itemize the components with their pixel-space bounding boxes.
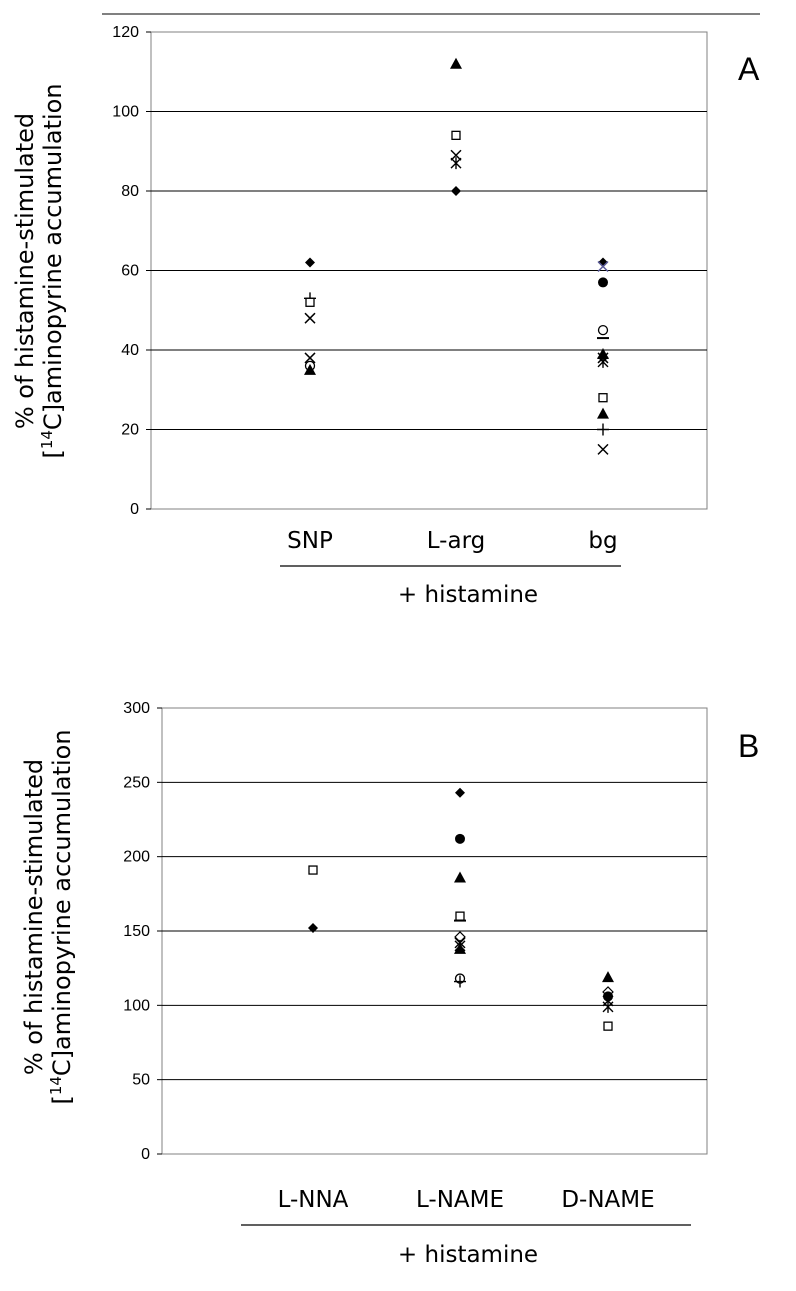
chart-a-y-tick-label: 60	[121, 263, 139, 280]
chart-b-category-label: L-NNA	[278, 1187, 349, 1213]
chart-a-y-tick-label: 80	[121, 183, 139, 200]
chart-b-points	[308, 787, 614, 1031]
chart-a-data-point	[598, 393, 608, 403]
chart-b-categories: L-NNA L-NAME D-NAME	[278, 1187, 655, 1213]
chart-a-points	[304, 57, 609, 455]
chart-a-category-label: SNP	[287, 528, 333, 554]
chart-a-data-point	[304, 312, 316, 324]
chart-a-data-point	[450, 157, 462, 170]
chart-a-panel-label: A	[738, 51, 760, 87]
chart-b-y-tick-label: 200	[123, 849, 150, 866]
chart-a-y-label-sup: 14	[38, 430, 56, 449]
chart-a-data-point	[451, 130, 461, 141]
chart-b-data-point	[454, 975, 466, 988]
chart-b-category-label: D-NAME	[561, 1187, 654, 1213]
chart-a-data-point	[597, 347, 609, 359]
chart-b-y-ticks: 0 50 100 150 200 250 300	[123, 700, 162, 1163]
chart-a-data-point	[597, 324, 609, 336]
chart-a-category-label: bg	[588, 528, 617, 554]
chart-a-data-point	[597, 407, 609, 419]
chart-a-y-tick-label: 20	[121, 422, 139, 439]
chart-b-data-point	[602, 1000, 614, 1013]
chart-b-data-point	[455, 911, 465, 921]
chart-b-data-point	[454, 942, 466, 954]
chart-a-data-point	[304, 352, 316, 364]
chart-b-data-point	[454, 871, 466, 883]
chart-a-gridlines	[151, 111, 707, 430]
chart-b-data-point	[455, 833, 465, 844]
chart-b-data-point	[603, 1021, 613, 1031]
chart-a-data-point	[305, 257, 315, 268]
chart-a-data-point	[597, 355, 609, 368]
chart-a-y-tick-label: 120	[112, 24, 139, 41]
chart-b-data-point	[602, 971, 614, 983]
chart-a-category-label: L-arg	[427, 528, 485, 554]
chart-b-y-label-line2: [14C]aminopyrine accumulation	[47, 729, 76, 1104]
chart-b-y-tick-label: 100	[123, 997, 150, 1014]
chart-a-y-label-line2: [14C]aminopyrine accumulation	[38, 83, 67, 458]
chart-a-data-point	[450, 57, 462, 69]
chart-b-category-label: L-NAME	[416, 1187, 504, 1213]
chart-a-y-tick-label: 0	[130, 501, 139, 518]
chart-b-group-label: + histamine	[398, 1242, 538, 1268]
chart-b-y-tick-label: 50	[132, 1072, 150, 1089]
chart-a-data-point	[304, 363, 316, 375]
chart-b-y-label-sup: 14	[47, 1076, 65, 1095]
chart-a-categories: SNP L-arg bg	[287, 528, 617, 554]
chart-b-y-tick-label: 150	[123, 923, 150, 940]
chart-b-gridlines	[162, 781, 707, 1081]
chart-a-y-axis-label: % of histamine-stimulated [14C]aminopyri…	[11, 83, 67, 458]
chart-a-data-point	[597, 423, 609, 436]
chart-b-y-label-line1: % of histamine-stimulated	[20, 759, 48, 1075]
chart-a-data-point	[598, 277, 608, 288]
chart-a: 0 20 40 60 80 100 120 SNP L-arg bg + histamine A…	[11, 24, 760, 608]
chart-b-y-axis-label: % of histamine-stimulated [14C]aminopyri…	[20, 729, 76, 1104]
chart-b-y-tick-label: 0	[141, 1146, 150, 1163]
chart-a-y-tick-label: 100	[112, 104, 139, 121]
chart-b-data-point	[455, 787, 465, 798]
chart-a-y-tick-label: 40	[121, 342, 139, 359]
chart-a-data-point	[305, 297, 315, 307]
chart-a-data-point	[451, 186, 461, 196]
chart-a-y-ticks: 0 20 40 60 80 100 120	[112, 24, 151, 518]
chart-a-data-point	[450, 149, 462, 161]
chart-a-data-point	[597, 260, 609, 273]
chart-b-panel-label: B	[738, 728, 759, 764]
chart-a-y-label-line1: % of histamine-stimulated	[11, 113, 39, 429]
chart-b-data-point	[308, 865, 318, 875]
chart-b: 0 50 100 150 200 250 300 L-NNA L-NAME D-NAME + h…	[20, 700, 759, 1268]
chart-a-data-point	[597, 443, 609, 455]
chart-b-y-tick-label: 250	[123, 774, 150, 791]
chart-b-data-point	[308, 923, 318, 934]
chart-a-group-label: + histamine	[398, 582, 538, 608]
chart-b-y-tick-label: 300	[123, 700, 150, 717]
